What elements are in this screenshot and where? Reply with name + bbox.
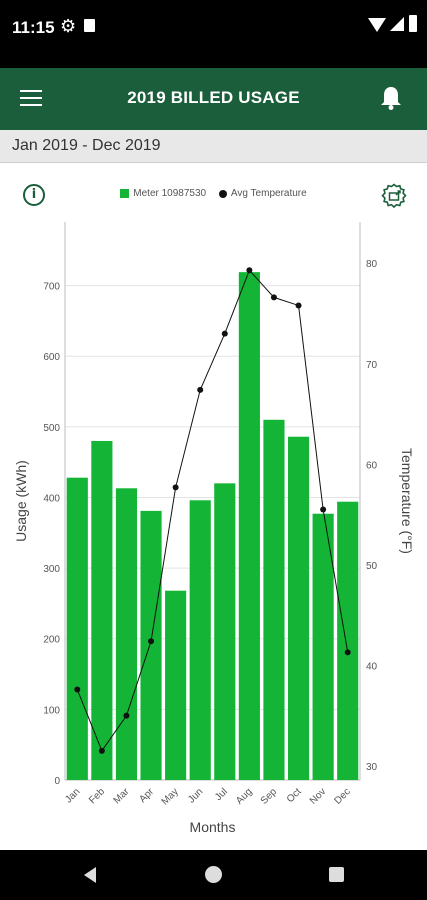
- temperature-point: [74, 686, 81, 693]
- x-tick-label: Feb: [87, 786, 107, 806]
- y2-tick-label: 60: [366, 460, 378, 471]
- x-tick-label: Mar: [112, 786, 132, 806]
- y2-tick-label: 80: [366, 259, 378, 270]
- bell-icon[interactable]: [380, 85, 402, 111]
- temperature-point: [148, 638, 155, 645]
- bar: [287, 436, 310, 780]
- status-bar: 11:15 ⚙: [0, 0, 427, 68]
- x-tick-label: Oct: [285, 786, 304, 805]
- bar: [337, 501, 359, 780]
- x-tick-label: Aug: [234, 786, 254, 806]
- date-range-label: Jan 2019 - Dec 2019: [12, 137, 161, 154]
- y2-tick-label: 50: [366, 561, 378, 572]
- bar: [91, 440, 113, 780]
- legend-swatch-bar: [120, 189, 130, 198]
- bar: [238, 272, 260, 780]
- legend-entry-temperature: Avg Temperature: [230, 188, 307, 199]
- chart-legend: Meter 10987530 Avg Temperature: [0, 188, 427, 199]
- usage-chart: 0 100 200 300 400 500 600 700 30 40 50 60 70 80 Jan Feb…: [13, 222, 415, 835]
- bar: [189, 500, 211, 780]
- x-tick-label: Apr: [137, 786, 156, 805]
- y2-tick-label: 30: [366, 762, 378, 773]
- bar: [165, 590, 187, 780]
- menu-icon[interactable]: [20, 90, 42, 106]
- temperature-point: [221, 330, 228, 337]
- y2-axis-title: Temperature (°F): [399, 448, 415, 554]
- y-tick-label: 700: [43, 282, 60, 293]
- y-tick-label: 600: [43, 352, 60, 363]
- x-tick-label: Dec: [332, 786, 352, 806]
- battery-icon: [409, 15, 417, 32]
- x-tick-label: Sep: [259, 786, 280, 807]
- y-tick-label: 300: [43, 564, 60, 575]
- y-tick-label: 500: [43, 423, 60, 434]
- app-bar: 2019 BILLED USAGE: [0, 68, 427, 130]
- wifi-icon: [368, 18, 386, 32]
- legend-entry-meter: Meter 10987530: [133, 188, 207, 199]
- export-icon[interactable]: [381, 183, 407, 209]
- status-time: 11:15: [12, 18, 55, 37]
- legend-swatch-line: [218, 189, 227, 198]
- bar: [263, 419, 285, 780]
- info-icon[interactable]: i: [23, 184, 45, 206]
- page-title: 2019 BILLED USAGE: [127, 88, 300, 107]
- gear-icon: ⚙: [60, 16, 77, 36]
- y-tick-label: 400: [43, 493, 60, 504]
- back-icon[interactable]: [84, 867, 96, 883]
- bar: [140, 510, 162, 780]
- temperature-line: [76, 269, 349, 752]
- y-tick-label: 0: [54, 776, 60, 787]
- home-icon[interactable]: [205, 866, 222, 883]
- date-range-bar[interactable]: Jan 2019 - Dec 2019: [0, 130, 427, 163]
- bar: [312, 513, 334, 780]
- y-tick-label: 100: [43, 705, 60, 716]
- x-tick-label: Nov: [308, 786, 328, 806]
- temperature-point: [295, 302, 302, 309]
- temperature-point: [98, 747, 105, 754]
- bar: [214, 483, 236, 780]
- y-tick-label: 200: [43, 635, 60, 646]
- temperature-point: [123, 712, 130, 719]
- bar: [66, 477, 88, 780]
- system-nav-bar: [0, 850, 427, 900]
- x-tick-label: Jan: [63, 786, 82, 805]
- bar: [115, 488, 138, 780]
- signal-icon: [390, 17, 404, 31]
- x-axis-title: Months: [190, 819, 236, 835]
- recent-apps-icon[interactable]: [329, 867, 344, 882]
- y-axis-title: Usage (kWh): [13, 460, 29, 542]
- temperature-point: [197, 386, 204, 393]
- sd-card-icon: [84, 19, 95, 32]
- y2-tick-label: 40: [366, 661, 378, 672]
- temperature-point: [270, 294, 277, 301]
- temperature-point: [344, 649, 351, 656]
- x-tick-label: May: [160, 786, 181, 807]
- temperature-point: [172, 484, 179, 491]
- temperature-point: [320, 506, 327, 513]
- x-tick-label: Jul: [213, 786, 230, 803]
- y2-tick-label: 70: [366, 360, 378, 371]
- temperature-point: [246, 267, 253, 274]
- x-tick-label: Jun: [186, 786, 205, 805]
